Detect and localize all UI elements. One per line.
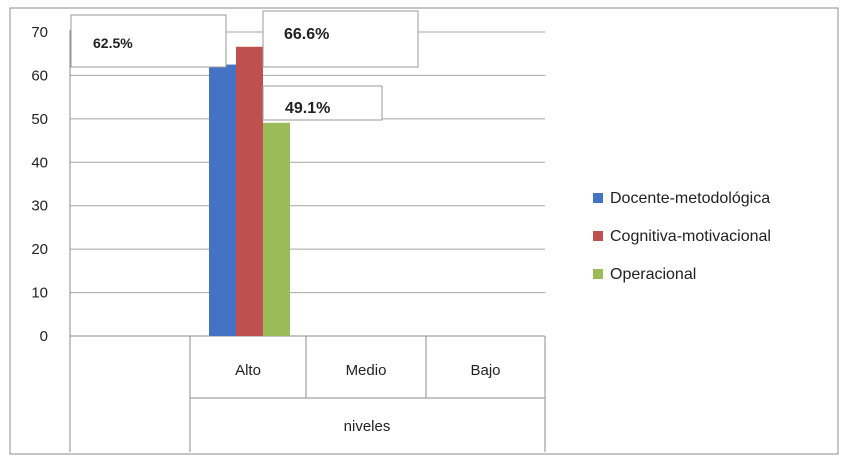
legend: Docente-metodológica Cognitiva-motivacion… — [593, 190, 771, 283]
callout-box — [262, 10, 419, 68]
y-tick-label: 30 — [31, 198, 48, 215]
category-label: Alto — [235, 362, 261, 379]
category-label: Medio — [346, 362, 387, 379]
callout-label: 62.5% — [93, 35, 133, 51]
callout-label: 66.6% — [284, 26, 329, 43]
category-label: Bajo — [470, 362, 500, 379]
x-axis-label: niveles — [344, 418, 391, 435]
callout-box — [70, 14, 227, 68]
y-tick-label: 70 — [31, 24, 48, 41]
legend-swatch — [593, 269, 603, 279]
chart-outer-border — [9, 7, 839, 455]
y-tick-label: 40 — [31, 154, 48, 171]
axes — [69, 30, 546, 452]
callout-label: 49.1% — [285, 100, 330, 117]
legend-entry: Cognitiva-motivacional — [610, 228, 771, 245]
bar — [236, 46, 263, 336]
bar — [209, 64, 236, 337]
annotations: 62.5% 66.6% 49.1% — [70, 10, 419, 121]
legend-swatch — [593, 231, 603, 241]
y-tick-label: 50 — [31, 111, 48, 128]
legend-entry: Docente-metodológica — [610, 190, 770, 207]
y-tick-label: 10 — [31, 285, 48, 302]
legend-swatch — [593, 193, 603, 203]
y-tick-label: 0 — [40, 328, 48, 345]
legend-entry: Operacional — [610, 266, 696, 283]
bar — [263, 122, 290, 336]
y-tick-label: 60 — [31, 67, 48, 84]
y-tick-label: 20 — [31, 241, 48, 258]
callout-box — [262, 85, 383, 121]
category-labels: Alto Medio Bajo — [235, 362, 500, 379]
bars — [209, 46, 290, 337]
y-tick-labels: 0 10 20 30 40 50 60 70 — [31, 24, 48, 345]
